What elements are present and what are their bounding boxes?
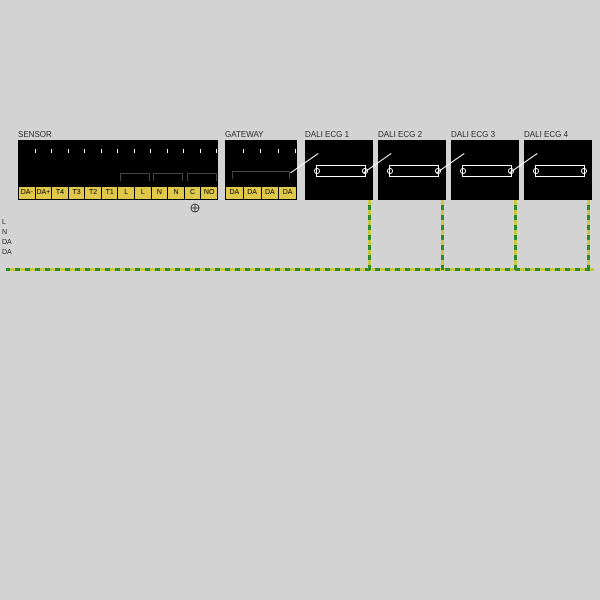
terminal: L — [118, 187, 135, 199]
gateway-module: DA DA DA DA — [225, 140, 297, 200]
ecg1-title: DALI ECG 1 — [305, 130, 349, 139]
ecg4-title: DALI ECG 4 — [524, 130, 568, 139]
left-rail-labels: L N DA DA — [2, 218, 12, 258]
terminal: DA — [244, 187, 262, 199]
terminal: T3 — [69, 187, 86, 199]
sensor-terminal-strip: DA- DA+ T4 T3 T2 T1 L L N N C NO — [19, 187, 217, 199]
ecg3-module — [451, 140, 519, 200]
terminal: DA — [262, 187, 280, 199]
terminal: N — [168, 187, 185, 199]
terminal: DA+ — [36, 187, 53, 199]
terminal: DA — [226, 187, 244, 199]
terminal: DA — [279, 187, 296, 199]
ecg1-module — [305, 140, 373, 200]
sensor-title: SENSOR — [18, 130, 52, 139]
terminal: C — [185, 187, 202, 199]
pe-bus — [0, 0, 600, 600]
gateway-title: GATEWAY — [225, 130, 264, 139]
ecg4-module — [524, 140, 592, 200]
sensor-module: DA- DA+ T4 T3 T2 T1 L L N N C NO — [18, 140, 218, 200]
terminal: DA- — [19, 187, 36, 199]
terminal: T1 — [102, 187, 119, 199]
terminal: NO — [201, 187, 217, 199]
terminal: T4 — [52, 187, 69, 199]
gateway-terminal-strip: DA DA DA DA — [226, 187, 296, 199]
ecg2-title: DALI ECG 2 — [378, 130, 422, 139]
ecg3-title: DALI ECG 3 — [451, 130, 495, 139]
terminal: N — [152, 187, 169, 199]
terminal: L — [135, 187, 152, 199]
ecg2-module — [378, 140, 446, 200]
terminal: T2 — [85, 187, 102, 199]
earth-icon — [190, 203, 200, 213]
